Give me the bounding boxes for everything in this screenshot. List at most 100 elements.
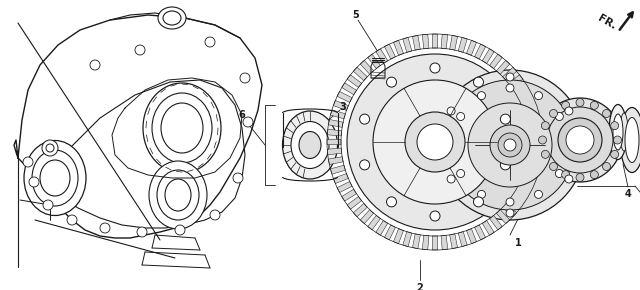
Polygon shape: [490, 215, 502, 230]
Circle shape: [562, 101, 570, 109]
Ellipse shape: [32, 150, 78, 206]
Polygon shape: [385, 225, 396, 240]
Polygon shape: [441, 34, 448, 49]
Polygon shape: [482, 220, 494, 235]
Circle shape: [602, 162, 611, 171]
Circle shape: [506, 198, 514, 206]
Circle shape: [456, 169, 465, 177]
Ellipse shape: [157, 170, 199, 220]
Circle shape: [477, 92, 486, 100]
Polygon shape: [527, 157, 541, 164]
Circle shape: [474, 77, 483, 87]
Circle shape: [611, 150, 619, 158]
Circle shape: [576, 173, 584, 182]
Text: 1: 1: [515, 238, 522, 248]
Polygon shape: [525, 165, 540, 174]
Circle shape: [137, 227, 147, 237]
Circle shape: [175, 225, 185, 235]
Circle shape: [541, 150, 549, 158]
Circle shape: [556, 113, 563, 121]
Ellipse shape: [613, 114, 623, 150]
Polygon shape: [385, 44, 396, 59]
Ellipse shape: [291, 122, 329, 168]
Circle shape: [611, 122, 619, 130]
Polygon shape: [527, 119, 541, 127]
Polygon shape: [422, 235, 429, 250]
Polygon shape: [482, 49, 494, 64]
Circle shape: [447, 107, 455, 115]
Circle shape: [590, 171, 598, 179]
Polygon shape: [525, 110, 540, 119]
Polygon shape: [422, 34, 429, 49]
Circle shape: [550, 110, 557, 117]
Polygon shape: [522, 173, 537, 184]
Circle shape: [468, 103, 552, 187]
Polygon shape: [403, 232, 412, 246]
Circle shape: [243, 117, 253, 127]
Circle shape: [100, 223, 110, 233]
Circle shape: [430, 63, 440, 73]
Polygon shape: [337, 182, 352, 193]
Circle shape: [477, 190, 486, 198]
Circle shape: [534, 92, 543, 100]
Polygon shape: [333, 100, 348, 110]
Polygon shape: [502, 203, 516, 217]
Polygon shape: [360, 210, 374, 224]
Circle shape: [417, 124, 453, 160]
Ellipse shape: [165, 179, 191, 211]
Ellipse shape: [347, 54, 523, 230]
Circle shape: [490, 125, 530, 165]
Circle shape: [240, 73, 250, 83]
Circle shape: [547, 107, 613, 173]
Polygon shape: [333, 173, 348, 184]
Ellipse shape: [299, 131, 321, 159]
Polygon shape: [412, 35, 420, 50]
Polygon shape: [529, 129, 543, 136]
Polygon shape: [508, 197, 523, 209]
Polygon shape: [337, 91, 352, 102]
Ellipse shape: [158, 7, 186, 29]
Circle shape: [558, 118, 602, 162]
Circle shape: [445, 80, 575, 210]
Text: FR.: FR.: [596, 13, 618, 31]
Circle shape: [556, 169, 563, 177]
Circle shape: [614, 136, 621, 144]
Circle shape: [43, 200, 53, 210]
Polygon shape: [467, 40, 477, 55]
Circle shape: [506, 209, 514, 217]
Polygon shape: [330, 110, 346, 119]
Circle shape: [90, 60, 100, 70]
Polygon shape: [353, 67, 367, 81]
Polygon shape: [328, 119, 343, 127]
Text: 3: 3: [340, 102, 346, 112]
Circle shape: [538, 98, 622, 182]
Circle shape: [405, 112, 465, 172]
Text: 4: 4: [625, 189, 632, 199]
Ellipse shape: [24, 140, 86, 215]
Polygon shape: [518, 182, 533, 193]
Polygon shape: [432, 34, 438, 48]
Circle shape: [205, 37, 215, 47]
Polygon shape: [330, 165, 346, 174]
Polygon shape: [450, 234, 458, 249]
Circle shape: [498, 133, 522, 157]
Circle shape: [387, 77, 397, 87]
Circle shape: [550, 162, 557, 171]
Polygon shape: [347, 75, 362, 88]
Polygon shape: [508, 75, 523, 88]
Text: 2: 2: [417, 283, 424, 290]
Ellipse shape: [163, 11, 181, 25]
Circle shape: [42, 140, 58, 156]
Polygon shape: [432, 236, 438, 250]
Ellipse shape: [609, 104, 627, 160]
Circle shape: [233, 173, 243, 183]
Circle shape: [590, 101, 598, 109]
Polygon shape: [327, 129, 342, 136]
Circle shape: [135, 45, 145, 55]
Circle shape: [534, 190, 543, 198]
Polygon shape: [513, 189, 528, 201]
Polygon shape: [353, 203, 367, 217]
Polygon shape: [497, 210, 510, 224]
Polygon shape: [522, 100, 537, 110]
Polygon shape: [376, 49, 388, 64]
